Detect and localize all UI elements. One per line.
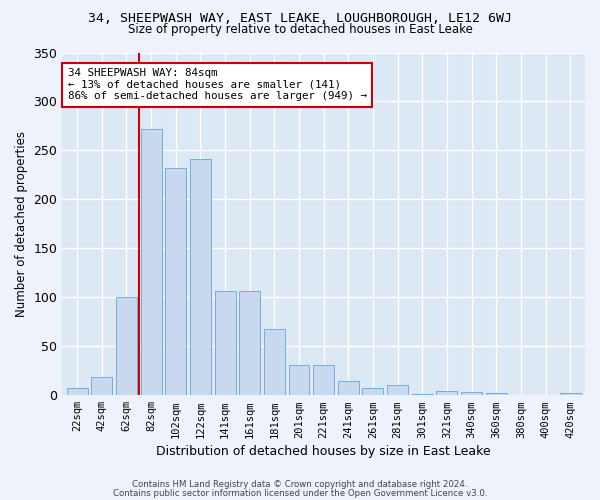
- Bar: [313, 365, 334, 395]
- Bar: [190, 159, 211, 395]
- Bar: [264, 328, 285, 395]
- Text: 34, SHEEPWASH WAY, EAST LEAKE, LOUGHBOROUGH, LE12 6WJ: 34, SHEEPWASH WAY, EAST LEAKE, LOUGHBORO…: [88, 12, 512, 26]
- Bar: [67, 388, 88, 395]
- Text: Size of property relative to detached houses in East Leake: Size of property relative to detached ho…: [128, 22, 472, 36]
- Bar: [362, 388, 383, 395]
- Text: Contains HM Land Registry data © Crown copyright and database right 2024.: Contains HM Land Registry data © Crown c…: [132, 480, 468, 489]
- Bar: [215, 292, 236, 395]
- Text: 34 SHEEPWASH WAY: 84sqm
← 13% of detached houses are smaller (141)
86% of semi-d: 34 SHEEPWASH WAY: 84sqm ← 13% of detache…: [68, 68, 367, 101]
- Text: Contains public sector information licensed under the Open Government Licence v3: Contains public sector information licen…: [113, 488, 487, 498]
- Bar: [461, 392, 482, 395]
- Bar: [140, 129, 161, 395]
- Bar: [239, 292, 260, 395]
- Bar: [91, 376, 112, 395]
- Bar: [412, 394, 433, 395]
- X-axis label: Distribution of detached houses by size in East Leake: Distribution of detached houses by size …: [157, 444, 491, 458]
- Bar: [387, 386, 408, 395]
- Bar: [436, 392, 457, 395]
- Y-axis label: Number of detached properties: Number of detached properties: [15, 131, 28, 317]
- Bar: [560, 393, 581, 395]
- Bar: [116, 298, 137, 395]
- Bar: [338, 380, 359, 395]
- Bar: [289, 365, 310, 395]
- Bar: [486, 393, 507, 395]
- Bar: [165, 168, 186, 395]
